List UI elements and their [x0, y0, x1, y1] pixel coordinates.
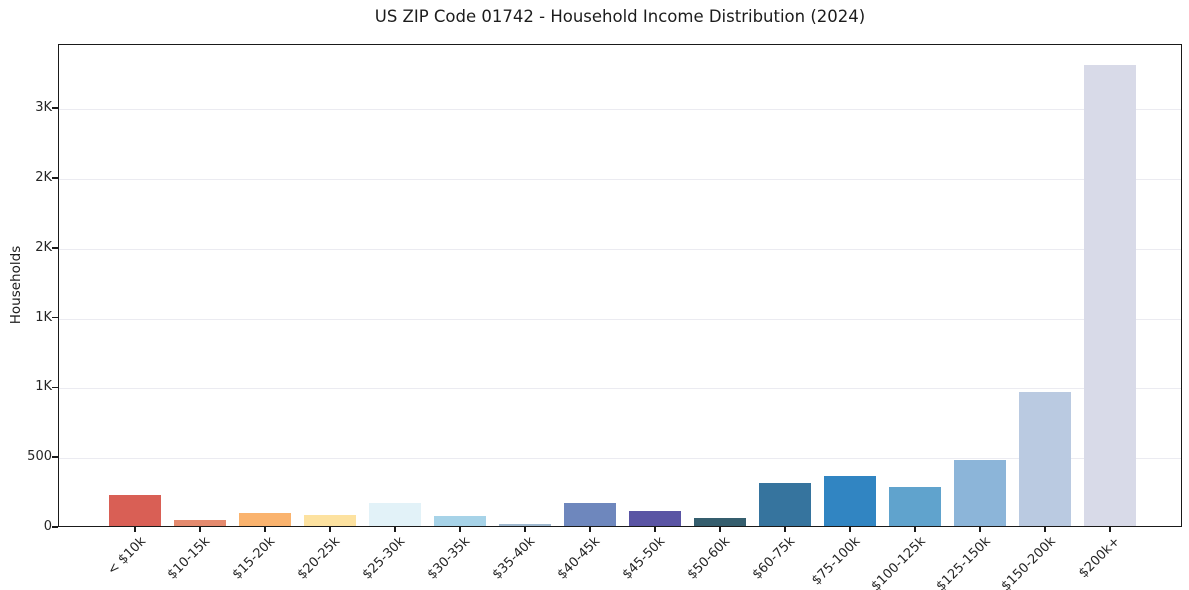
bar-60-75k	[758, 483, 811, 526]
y-gridline	[59, 388, 1181, 390]
x-tick-label: $100-125k	[868, 534, 929, 590]
bar-30-35k	[433, 515, 486, 526]
y-tick-mark	[52, 526, 58, 528]
x-tick-label: $125-150k	[933, 534, 994, 590]
bar-125-150k	[953, 459, 1006, 526]
x-tick-label: < $10k	[104, 534, 149, 579]
y-gridline	[59, 109, 1181, 111]
y-tick-label: 2K	[35, 170, 52, 185]
plot-area	[58, 44, 1182, 527]
x-tick-mark	[199, 527, 201, 532]
x-tick-label: $45-50k	[620, 534, 669, 583]
x-tick-mark	[719, 527, 721, 532]
y-tick-label: 3K	[35, 100, 52, 116]
bar-100-125k	[888, 486, 941, 526]
y-tick-mark	[52, 386, 58, 389]
y-tick-mark	[52, 456, 58, 458]
bar-50-60k	[693, 518, 746, 526]
x-tick-mark	[394, 527, 396, 532]
x-tick-label: $150-200k	[998, 534, 1059, 590]
y-tick-label: 1K	[35, 309, 52, 325]
x-tick-mark	[589, 527, 591, 532]
x-tick-mark	[914, 527, 916, 532]
bar-40-45k	[563, 503, 616, 526]
bar-10k	[108, 494, 161, 526]
bar-25-30k	[368, 503, 421, 526]
x-tick-mark	[264, 527, 266, 532]
y-tick-mark	[52, 107, 58, 109]
y-tick-label: 0	[43, 519, 52, 534]
x-tick-label: $30-35k	[425, 534, 474, 583]
x-tick-label: $40-45k	[555, 534, 604, 583]
bar-45-50k	[628, 511, 681, 526]
x-tick-mark	[1109, 527, 1111, 532]
x-tick-mark	[1044, 527, 1046, 532]
x-tick-mark	[459, 527, 461, 532]
bar-150-200k	[1018, 392, 1071, 526]
y-tick-label: 1K	[35, 379, 52, 395]
x-tick-label: $35-40k	[490, 534, 539, 583]
x-tick-label: $25-30k	[360, 534, 409, 583]
y-tick-mark	[52, 316, 58, 319]
bar-10-15k	[173, 520, 226, 526]
x-tick-label: $60-75k	[750, 534, 799, 583]
x-tick-mark	[329, 527, 331, 532]
x-tick-mark	[524, 527, 526, 532]
y-tick-mark	[52, 247, 58, 249]
x-tick-mark	[784, 527, 786, 532]
bar-15-20k	[238, 512, 291, 526]
x-tick-label: $20-25k	[295, 534, 344, 583]
x-tick-mark	[849, 527, 851, 532]
x-tick-label: $10-15k	[165, 534, 214, 583]
bar-75-100k	[823, 476, 876, 526]
x-tick-mark	[654, 527, 656, 532]
y-gridline	[59, 318, 1181, 320]
y-gridline	[59, 248, 1181, 250]
y-tick-label: 2K	[35, 239, 52, 255]
bar-20-25k	[303, 515, 356, 526]
bar-200k	[1083, 65, 1136, 526]
x-tick-mark	[979, 527, 981, 532]
y-tick-label: 500	[27, 449, 52, 465]
y-gridline	[59, 458, 1181, 460]
x-tick-label: $15-20k	[230, 534, 279, 583]
y-tick-mark	[52, 177, 58, 179]
chart-title: US ZIP Code 01742 - Household Income Dis…	[374, 7, 866, 26]
bar-35-40k	[498, 524, 551, 526]
x-tick-label: $75-100k	[809, 534, 864, 589]
y-gridline	[59, 179, 1181, 180]
x-tick-label: $50-60k	[685, 534, 734, 583]
x-tick-label: $200k+	[1076, 534, 1124, 582]
x-tick-mark	[134, 527, 136, 532]
